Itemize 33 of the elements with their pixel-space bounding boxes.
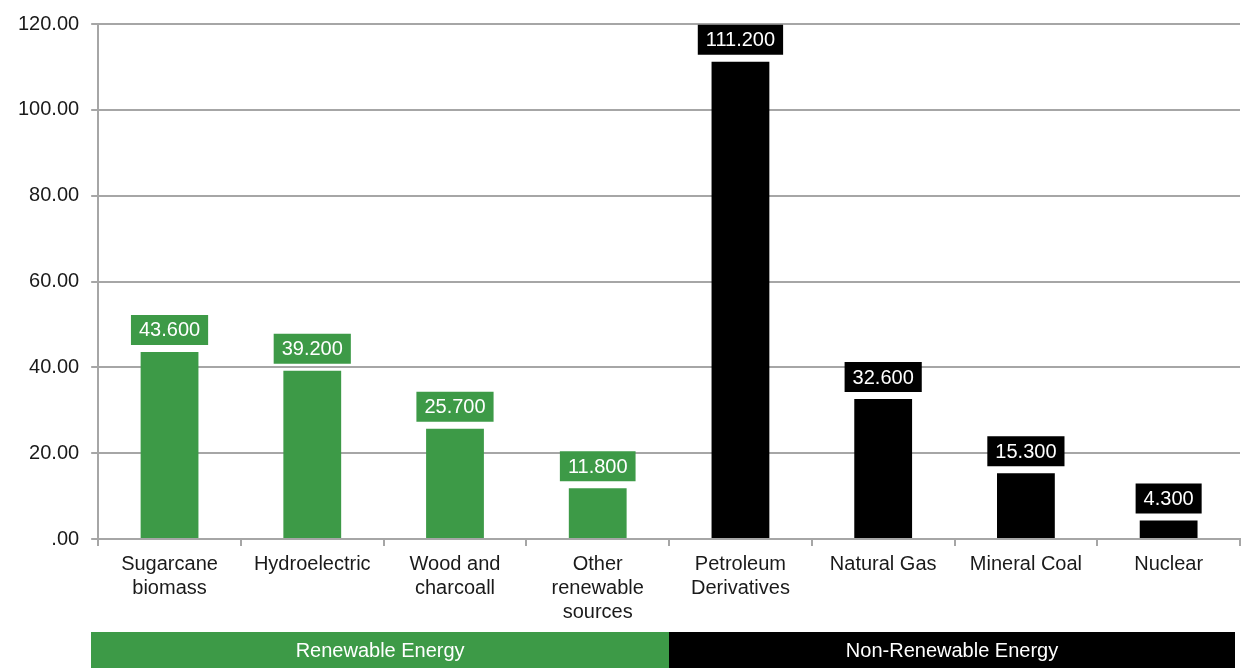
x-tick-label: Petroleum Derivatives <box>690 551 790 598</box>
x-tick-label: Wood and charcoall <box>409 551 501 598</box>
data-label: 25.700 <box>424 395 486 418</box>
y-tick-label: 80.00 <box>29 183 80 206</box>
bar <box>426 428 484 538</box>
x-tick-label: Sugarcane biomass <box>121 551 218 598</box>
text: Renewable Energy <box>91 632 670 668</box>
bar <box>1139 520 1198 538</box>
data-label: 39.200 <box>281 337 343 360</box>
bar <box>568 488 627 538</box>
data-label: 11.800 <box>567 454 628 477</box>
text: Non-Renewable Energy <box>669 632 1235 668</box>
data-label: 15.300 <box>995 439 1057 462</box>
x-tick-label: Hydroelectric <box>253 551 371 574</box>
bar <box>283 370 342 538</box>
bar <box>854 399 913 538</box>
x-tick-label: Mineral Coal <box>969 551 1083 574</box>
y-tick-label: 40.00 <box>29 354 80 377</box>
bar <box>711 61 770 538</box>
data-label: 43.600 <box>138 318 201 341</box>
y-tick-label: 100.00 <box>18 97 80 120</box>
y-tick-label: 60.00 <box>29 269 80 292</box>
bar <box>997 473 1055 538</box>
y-tick-label: 120.00 <box>18 11 80 34</box>
x-tick-label: Natural Gas <box>829 551 937 574</box>
y-tick-label: .00 <box>51 526 80 549</box>
x-tick-label: Other renewable sources <box>551 551 644 622</box>
data-label: 111.200 <box>705 28 776 51</box>
y-tick-label: 20.00 <box>29 440 80 463</box>
x-tick-label: Nuclear <box>1134 551 1204 574</box>
bar <box>140 351 199 538</box>
data-label: 32.600 <box>852 365 914 388</box>
data-label: 4.300 <box>1143 487 1194 510</box>
